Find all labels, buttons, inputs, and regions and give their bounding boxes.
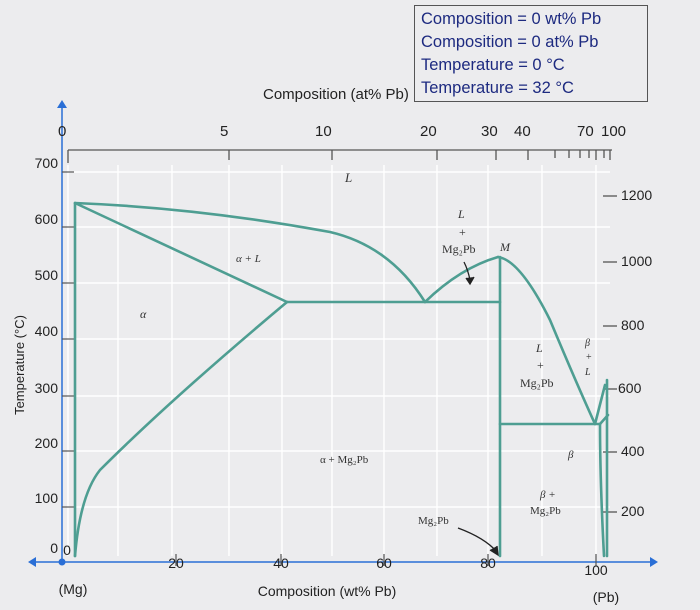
left-tick-marks	[62, 171, 74, 508]
mg-end-label: (Mg)	[59, 581, 88, 597]
liquidus-mg2pb-left	[423, 255, 500, 304]
top-tick-40: 40	[514, 123, 531, 140]
bottom-tick-100: 100	[584, 562, 608, 578]
top-axis-labels: Composition (at% Pb) 0 5 10 20 30 40 70 …	[58, 86, 626, 140]
liquidus-mg2pb-right	[496, 255, 597, 426]
bottom-axis-labels: 0 20 40 60 80 100 Composition (wt% Pb) (…	[59, 542, 620, 605]
right-tick-800: 800	[621, 317, 645, 333]
top-tick-100: 100	[601, 123, 626, 140]
right-axis-labels: 1200 1000 800 600 400 200	[618, 187, 652, 519]
solvus-alpha	[73, 300, 289, 558]
liquidus-left	[73, 201, 427, 304]
left-tick-100: 100	[35, 490, 59, 506]
bottom-tick-60: 60	[376, 555, 392, 571]
readout-composition-at: Composition = 0 at% Pb	[421, 33, 599, 51]
label-mg2pb: Mg₂Pb	[418, 515, 449, 527]
liquidus-beta	[593, 383, 607, 426]
left-axis-labels: 700 600 500 400 300 200 100 0	[35, 155, 59, 556]
right-tick-400: 400	[621, 443, 645, 459]
label-beta-mg2pb-1: β +	[539, 489, 556, 501]
top-tick-70: 70	[577, 123, 594, 140]
right-tick-600: 600	[618, 380, 642, 396]
top-tick-0: 0	[58, 123, 66, 140]
left-axis-marker	[28, 557, 36, 567]
top-tick-20: 20	[420, 123, 437, 140]
label-l-mg2pb-left-3: Mg₂Pb	[442, 242, 476, 256]
label-beta-mg2pb-2: Mg₂Pb	[530, 505, 561, 517]
top-tick-10: 10	[315, 123, 332, 140]
label-alpha-liquid: α + L	[236, 253, 261, 265]
left-tick-0: 0	[50, 540, 58, 556]
right-tick-1200: 1200	[621, 187, 652, 203]
bottom-tick-20: 20	[168, 555, 184, 571]
top-tick-5: 5	[220, 123, 228, 140]
origin-marker	[58, 558, 66, 566]
left-tick-400: 400	[35, 323, 59, 339]
right-axis-marker	[650, 557, 658, 567]
solvus-beta	[598, 422, 606, 558]
label-l-mg2pb-right-2: +	[537, 358, 544, 372]
annotation-arrows	[457, 261, 499, 557]
label-l-mg2pb-right-1: L	[535, 341, 543, 355]
bottom-tick-marks	[175, 554, 597, 566]
bottom-tick-80: 80	[480, 555, 496, 571]
label-beta-l-1: β	[584, 338, 590, 349]
label-l-mg2pb-right-3: Mg₂Pb	[520, 376, 554, 390]
bottom-tick-0: 0	[63, 542, 71, 558]
pb-end-label: (Pb)	[593, 589, 619, 605]
label-beta-l-3: L	[584, 367, 591, 378]
left-tick-500: 500	[35, 267, 59, 283]
label-l-mg2pb-left-2: +	[459, 225, 466, 239]
left-tick-600: 600	[35, 211, 59, 227]
left-tick-300: 300	[35, 380, 59, 396]
label-beta: β	[567, 449, 574, 461]
left-tick-200: 200	[35, 435, 59, 451]
readout-temperature-f: Temperature = 32 °C	[421, 79, 574, 97]
right-tick-marks	[603, 195, 617, 513]
top-axis-marker	[57, 100, 67, 108]
phase-region-labels: L α + L α α + Mg₂Pb L + Mg₂Pb M L + Mg₂P…	[140, 170, 592, 527]
label-alpha: α	[140, 307, 147, 321]
readout-box: Composition = 0 wt% Pb Composition = 0 a…	[414, 5, 648, 102]
label-beta-l-2: +	[586, 352, 592, 363]
right-tick-1000: 1000	[621, 253, 652, 269]
axes-frame	[35, 108, 650, 563]
top-tick-30: 30	[481, 123, 498, 140]
label-alpha-mg2pb: α + Mg₂Pb	[320, 454, 369, 466]
top-tick-marks	[67, 150, 611, 163]
bottom-tick-40: 40	[273, 555, 289, 571]
label-liquid: L	[344, 170, 352, 185]
plot-grid	[67, 165, 610, 556]
left-axis-title: Temperature (°C)	[12, 315, 27, 415]
bottom-title: Composition (wt% Pb)	[258, 583, 397, 599]
readout-temperature-c: Temperature = 0 °C	[421, 56, 565, 74]
right-tick-200: 200	[621, 503, 645, 519]
top-title: Composition (at% Pb)	[263, 86, 409, 103]
left-tick-700: 700	[35, 155, 59, 171]
readout-composition-wt: Composition = 0 wt% Pb	[421, 10, 602, 28]
solidus-alpha	[73, 201, 289, 304]
label-l-mg2pb-left-1: L	[457, 207, 465, 221]
phase-boundaries	[73, 201, 610, 558]
label-m-point: M	[499, 240, 511, 254]
axis-markers	[28, 100, 658, 567]
